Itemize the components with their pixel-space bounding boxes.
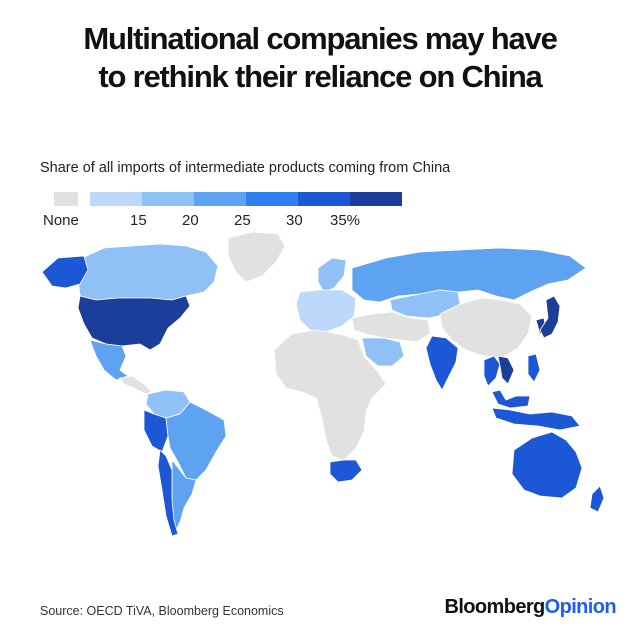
color-legend: None 15 20 25 30 35%: [40, 190, 440, 240]
legend-swatch-3: [194, 192, 246, 206]
legend-swatch-6: [350, 192, 402, 206]
legend-tick-30: 30: [286, 212, 303, 229]
legend-swatch-5: [298, 192, 350, 206]
legend-swatch-4: [246, 192, 298, 206]
brand-part-1: Bloomberg: [444, 596, 545, 618]
chart-subtitle: Share of all imports of intermediate pro…: [40, 160, 451, 176]
country-greenland: [227, 231, 286, 283]
country-thailand: [483, 355, 501, 387]
country-norway: [317, 257, 347, 293]
country-united-states: [77, 295, 191, 351]
country-canada: [77, 243, 219, 301]
legend-swatch-none: [54, 192, 78, 206]
country-india: [425, 335, 459, 391]
legend-tick-15: 15: [130, 212, 147, 229]
country-peru: [143, 409, 169, 453]
country-indonesia: [491, 407, 581, 431]
legend-tick-35: 35%: [330, 212, 361, 229]
source-note: Source: OECD TiVA, Bloomberg Economics: [40, 604, 284, 618]
country-alaska: [41, 255, 89, 289]
country-australia: [511, 431, 583, 499]
bloomberg-opinion-logo: BloombergOpinion: [444, 596, 616, 619]
chart-title: Multinational companies may have to reth…: [0, 20, 640, 96]
country-chile: [157, 449, 179, 537]
country-malaysia: [491, 389, 531, 409]
country-philippines: [527, 353, 541, 383]
country-mexico: [89, 339, 129, 381]
legend-swatch-1: [90, 192, 142, 206]
country-western-europe: [295, 289, 357, 333]
country-central-america: [119, 375, 153, 395]
country-africa: [273, 329, 387, 461]
legend-tick-25: 25: [234, 212, 251, 229]
legend-swatch-2: [142, 192, 194, 206]
country-vietnam: [497, 355, 515, 385]
country-brazil: [165, 401, 227, 481]
legend-label-none: None: [43, 212, 79, 229]
country-new-zealand: [589, 485, 605, 513]
legend-tick-20: 20: [182, 212, 199, 229]
country-south-africa: [329, 459, 363, 483]
world-map: [41, 231, 605, 537]
country-saudi-arabia: [361, 337, 405, 367]
title-line-2: to rethink their reliance on China: [98, 59, 542, 94]
country-china: [439, 297, 533, 359]
country-japan: [539, 295, 561, 339]
title-line-1: Multinational companies may have: [83, 21, 557, 56]
country-russia: [351, 247, 587, 303]
brand-part-2: Opinion: [544, 596, 617, 618]
country-middle-east: [351, 311, 431, 343]
